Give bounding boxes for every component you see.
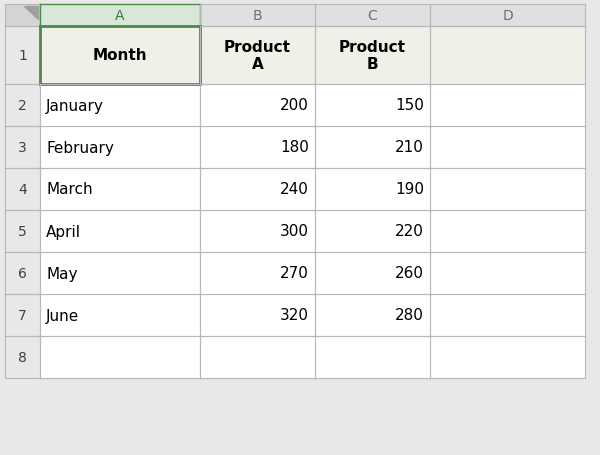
Bar <box>5 253 40 294</box>
Text: 280: 280 <box>395 308 424 323</box>
Text: 7: 7 <box>18 308 27 322</box>
Text: January: January <box>46 98 104 113</box>
Bar <box>40 294 200 336</box>
Bar <box>5 294 40 336</box>
Bar <box>40 85 200 127</box>
Bar <box>430 169 585 211</box>
Bar <box>200 253 315 294</box>
Text: C: C <box>368 9 377 23</box>
Bar <box>430 27 585 85</box>
Text: 260: 260 <box>395 266 424 281</box>
Text: April: April <box>46 224 81 239</box>
Bar <box>5 85 40 127</box>
Bar <box>430 127 585 169</box>
Bar <box>315 336 430 378</box>
Text: 4: 4 <box>18 182 27 197</box>
Bar <box>315 253 430 294</box>
Bar <box>200 211 315 253</box>
Text: 190: 190 <box>395 182 424 197</box>
Bar <box>430 294 585 336</box>
Bar <box>430 5 585 27</box>
Bar <box>40 169 200 211</box>
Bar <box>200 169 315 211</box>
Bar <box>200 336 315 378</box>
Text: February: February <box>46 140 114 155</box>
Text: 2: 2 <box>18 99 27 113</box>
Text: 200: 200 <box>280 98 309 113</box>
Bar <box>40 27 200 85</box>
Bar <box>315 85 430 127</box>
Bar <box>200 27 315 85</box>
Text: 1: 1 <box>18 49 27 63</box>
Text: Product
A: Product A <box>224 40 291 72</box>
Bar <box>430 253 585 294</box>
Text: 6: 6 <box>18 267 27 280</box>
Text: 180: 180 <box>280 140 309 155</box>
Bar <box>40 253 200 294</box>
Text: March: March <box>46 182 92 197</box>
Bar <box>5 169 40 211</box>
Text: 240: 240 <box>280 182 309 197</box>
Text: 8: 8 <box>18 350 27 364</box>
Text: 210: 210 <box>395 140 424 155</box>
Bar <box>40 336 200 378</box>
Bar <box>315 5 430 27</box>
Bar <box>430 85 585 127</box>
Bar <box>315 294 430 336</box>
Bar <box>200 85 315 127</box>
Bar <box>200 5 315 27</box>
Bar <box>5 127 40 169</box>
Text: 320: 320 <box>280 308 309 323</box>
Text: 270: 270 <box>280 266 309 281</box>
Bar <box>315 169 430 211</box>
Bar <box>5 336 40 378</box>
Bar <box>430 211 585 253</box>
Bar <box>40 127 200 169</box>
Bar <box>5 5 40 27</box>
Text: June: June <box>46 308 79 323</box>
Text: 220: 220 <box>395 224 424 239</box>
Bar <box>40 211 200 253</box>
Bar <box>5 27 40 85</box>
Text: B: B <box>253 9 262 23</box>
Text: Product
B: Product B <box>339 40 406 72</box>
Text: 5: 5 <box>18 224 27 238</box>
Text: 300: 300 <box>280 224 309 239</box>
Bar <box>40 5 200 27</box>
Bar <box>200 294 315 336</box>
Bar <box>200 127 315 169</box>
Polygon shape <box>24 7 38 20</box>
Text: Month: Month <box>92 48 148 63</box>
Bar <box>315 211 430 253</box>
Bar <box>315 27 430 85</box>
Bar <box>315 127 430 169</box>
Text: A: A <box>115 9 125 23</box>
Bar <box>430 336 585 378</box>
Bar <box>5 211 40 253</box>
Text: May: May <box>46 266 77 281</box>
Text: 150: 150 <box>395 98 424 113</box>
Text: D: D <box>502 9 513 23</box>
Text: 3: 3 <box>18 141 27 155</box>
